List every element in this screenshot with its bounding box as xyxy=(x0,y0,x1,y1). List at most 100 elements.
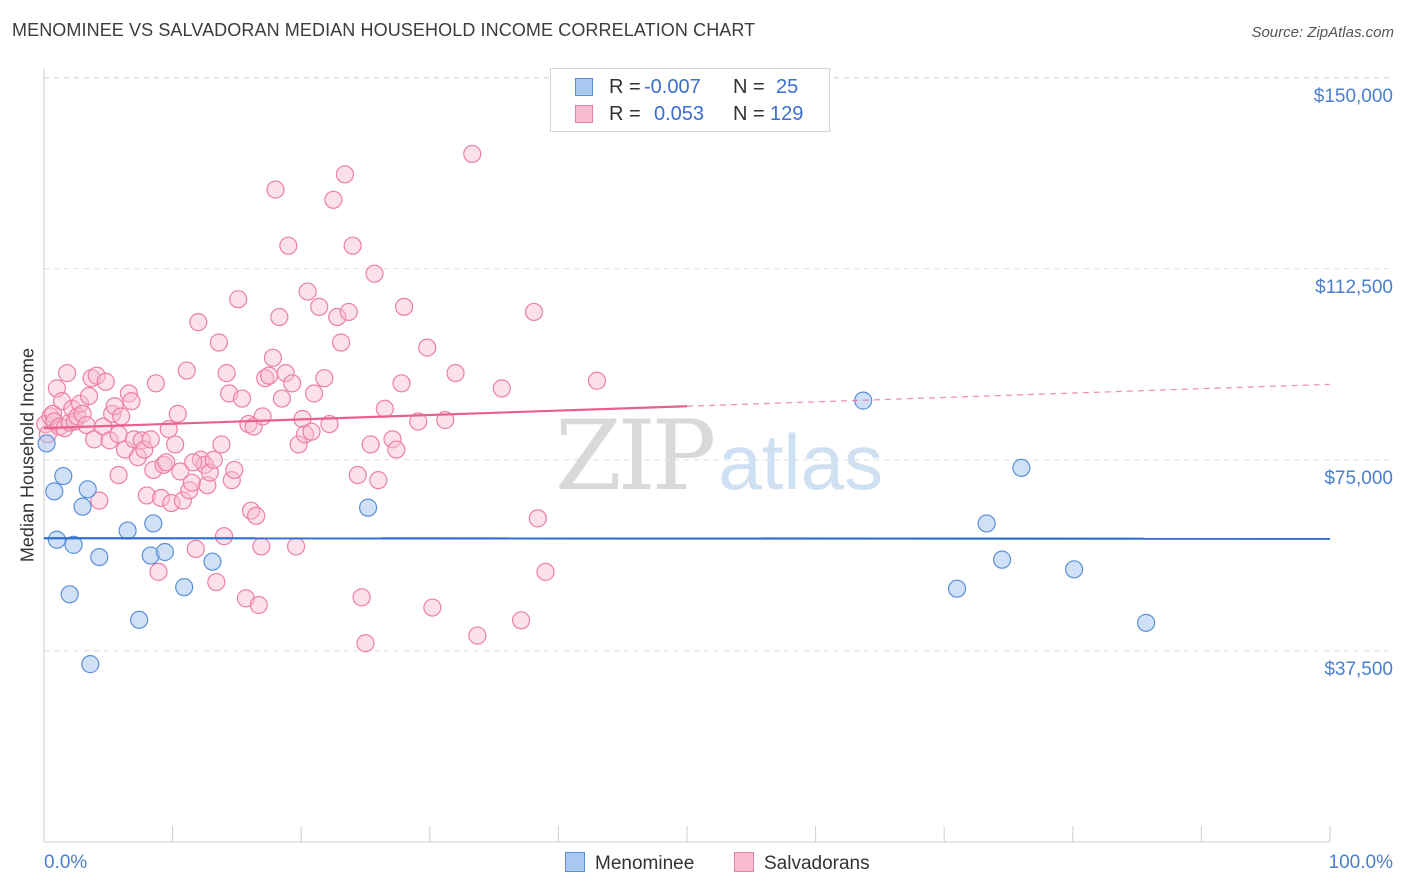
salvadoran-point xyxy=(232,389,252,408)
salvadoran-point xyxy=(173,491,192,510)
salvadoran-point xyxy=(105,397,124,416)
legend-r-value: 0.053 xyxy=(654,103,705,125)
y-tick-label-112500: $112,500 xyxy=(1315,277,1393,298)
salvadoran-point xyxy=(320,414,339,434)
salvadoran-point xyxy=(189,313,208,332)
salvadoran-point xyxy=(252,537,271,556)
menominee-legend-label: Menominee xyxy=(595,853,695,874)
salvadoran-point xyxy=(79,386,99,406)
salvadoran-point xyxy=(207,572,226,592)
salvadoran-point xyxy=(536,562,555,581)
salvadoran-point xyxy=(369,471,388,490)
salvadoran-point xyxy=(157,453,176,472)
legend-r-label: R = xyxy=(609,76,641,98)
salvadoran-point xyxy=(253,407,272,426)
salvadoran-point xyxy=(383,430,402,449)
menominee-point xyxy=(1064,560,1084,579)
salvadoran-point xyxy=(100,431,119,450)
menominee-point xyxy=(130,610,149,629)
salvadoran-point xyxy=(82,369,101,388)
salvadoran-point xyxy=(85,430,104,449)
y-tick-label-37500: $37,500 xyxy=(1324,659,1393,680)
salvadoran-point xyxy=(177,361,196,380)
menominee-point xyxy=(977,514,996,533)
salvadoran-point xyxy=(212,435,231,454)
watermark-zip: ZIP xyxy=(555,400,716,512)
salvadoran-point xyxy=(87,366,106,385)
salvadoran-point xyxy=(217,363,236,383)
legend-r-value: -0.007 xyxy=(644,76,701,98)
salvadoran-swatch xyxy=(575,105,593,123)
salvadoran-point xyxy=(58,363,77,383)
salvadoran-point xyxy=(394,297,414,316)
menominee-point xyxy=(118,521,137,540)
salvadoran-point xyxy=(109,425,128,444)
salvadoran-point xyxy=(463,144,482,164)
legend-r-label: R = xyxy=(609,103,641,125)
salvadoran-point xyxy=(365,264,384,283)
menominee-point xyxy=(64,535,83,554)
salvadoran-point xyxy=(286,537,306,556)
chart-title: MENOMINEE VS SALVADORAN MEDIAN HOUSEHOLD… xyxy=(12,20,756,40)
salvadoran-point xyxy=(418,338,437,357)
salvadoran-point xyxy=(244,417,263,436)
watermark: ZIPatlas xyxy=(555,400,883,512)
stats-legend: R = -0.007 N = 25 R = 0.053 N = 129 xyxy=(550,68,830,132)
salvadoran-point xyxy=(468,626,487,645)
menominee-point xyxy=(947,579,967,598)
salvadoran-point xyxy=(270,307,289,327)
salvadoran-point xyxy=(45,412,64,431)
salvadoran-legend-label: Salvadorans xyxy=(764,853,870,874)
salvadoran-point xyxy=(387,440,406,459)
salvadoran-point xyxy=(392,374,411,393)
salvadoran-point xyxy=(225,460,244,480)
salvadoran-point xyxy=(343,236,362,255)
menominee-point xyxy=(175,578,194,597)
x-tick-label-0: 0.0% xyxy=(44,852,88,873)
salvadoran-point xyxy=(249,595,268,615)
x-tick-label-100: 100.0% xyxy=(1328,852,1393,873)
menominee-point xyxy=(47,530,66,549)
salvadoran-point xyxy=(154,455,173,474)
salvadoran-point xyxy=(279,236,298,255)
legend-n-label: N = xyxy=(733,76,765,98)
menominee-point xyxy=(45,482,64,501)
source-credit: Source: ZipAtlas.com xyxy=(1251,24,1394,41)
salvadoran-point xyxy=(166,435,185,454)
salvadoran-point xyxy=(524,302,544,322)
salvadoran-point xyxy=(409,412,428,431)
salvadoran-point xyxy=(310,297,329,316)
salvadoran-point xyxy=(339,302,358,322)
menominee-legend-swatch xyxy=(565,852,585,872)
bottom-legend-salvadorans: Salvadorans xyxy=(734,852,870,875)
menominee-point xyxy=(78,480,97,499)
salvadoran-point xyxy=(423,598,442,617)
menominee-point xyxy=(992,550,1012,569)
salvadoran-point xyxy=(168,404,187,423)
menominee-point xyxy=(155,542,174,562)
salvadoran-point xyxy=(348,465,367,485)
salvadoran-point xyxy=(304,384,324,403)
y-tick-label-150000: $150,000 xyxy=(1313,86,1393,107)
salvadoran-point xyxy=(141,430,160,449)
salvadoran-point xyxy=(182,473,201,492)
salvadoran-trend-line xyxy=(43,405,688,430)
salvadoran-point xyxy=(356,634,375,653)
salvadoran-point xyxy=(96,372,115,391)
salvadoran-point xyxy=(214,527,234,546)
salvadoran-point xyxy=(135,440,154,459)
menominee-point xyxy=(1137,613,1156,632)
salvadoran-point xyxy=(52,392,72,411)
menominee-trend-line xyxy=(43,537,1331,540)
salvadoran-point xyxy=(324,190,343,209)
menominee-point xyxy=(203,552,222,571)
salvadoran-point xyxy=(184,453,203,472)
salvadoran-point xyxy=(122,392,141,411)
salvadoran-point xyxy=(73,404,92,423)
salvadoran-trend-extension xyxy=(686,383,1331,407)
menominee-point xyxy=(358,498,378,517)
menominee-point xyxy=(144,514,163,533)
salvadoran-point xyxy=(335,165,355,184)
menominee-point xyxy=(73,497,92,516)
